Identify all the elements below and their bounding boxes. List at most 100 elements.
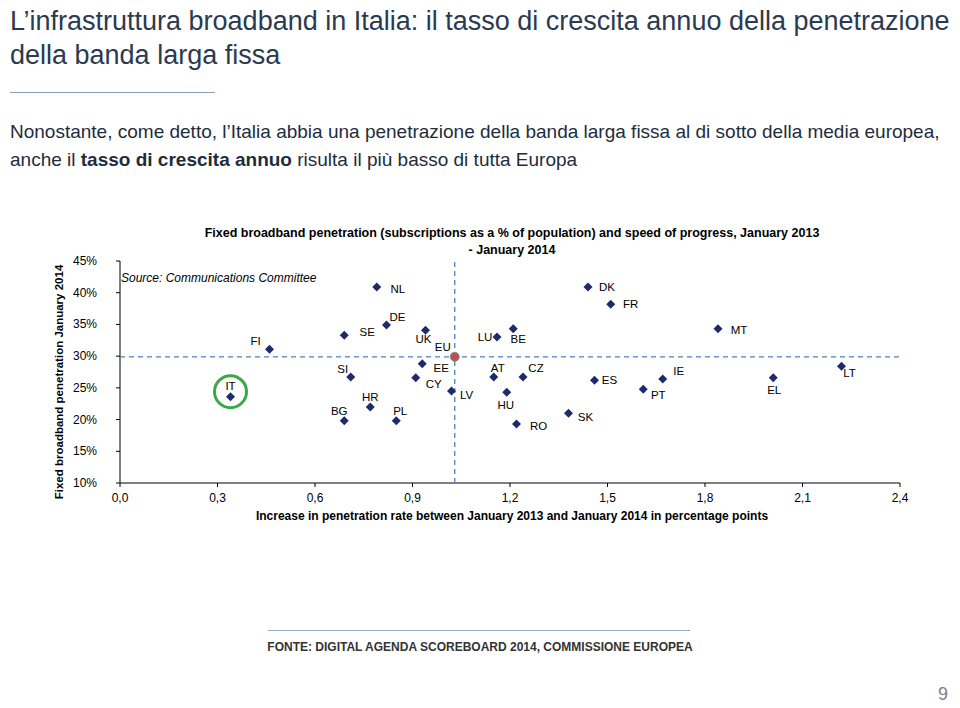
y-tick-label: 15% (73, 444, 97, 458)
reference-line-horizontal (120, 356, 900, 357)
x-tick-label: 2,4 (892, 491, 909, 505)
reference-lines (120, 261, 900, 483)
point-labels: FIBGSISENLHRDEPLUKEECYLVLUBEATHUCZROSKDK… (215, 281, 856, 432)
point-label: SI (337, 363, 348, 375)
point-label: LV (460, 389, 474, 401)
x-tick (802, 483, 803, 487)
point (226, 392, 235, 401)
y-tick-label: 25% (73, 381, 97, 395)
slide-subtitle: Nonostante, come detto, l’Italia abbia u… (10, 118, 945, 174)
subtitle-segment: risulta il più basso di tutta Europa (292, 149, 577, 170)
point-label: MT (731, 324, 748, 336)
annotation: Source: Communications Committee (121, 271, 317, 285)
y-tick-label: 30% (73, 349, 97, 363)
point (512, 420, 521, 429)
x-tick-label: 0,9 (404, 491, 421, 505)
x-tick-label: 0,6 (307, 491, 324, 505)
point-label: EE (434, 362, 450, 374)
footer: FONTE: DIGITAL AGENDA SCOREBOARD 2014, C… (0, 640, 960, 654)
y-tick (116, 419, 120, 420)
point-label: SK (578, 411, 594, 423)
point (564, 409, 573, 418)
x-tick (412, 483, 413, 487)
point (411, 373, 420, 382)
point-label: IT (225, 380, 235, 392)
point (502, 388, 511, 397)
point-label: NL (390, 283, 405, 295)
point (769, 373, 778, 382)
point-label: EU (435, 341, 451, 353)
point-label: PT (651, 389, 666, 401)
x-tick-label: 1,5 (599, 491, 616, 505)
point-label: LT (843, 367, 856, 379)
x-tick (510, 483, 511, 487)
reference-line-vertical (454, 261, 455, 483)
y-axis-label: Fixed broadband penetration January 2014 (53, 264, 65, 499)
point (639, 385, 648, 394)
point (340, 331, 349, 340)
point (606, 300, 615, 309)
subtitle-segment: tasso di crescita annuo (81, 149, 292, 170)
point (450, 352, 459, 361)
y-tick (116, 292, 120, 293)
point (493, 333, 502, 342)
point-label: BG (331, 405, 348, 417)
y-tick-label: 35% (73, 317, 97, 331)
y-tick (116, 483, 120, 484)
point (658, 374, 667, 383)
y-tick (116, 261, 120, 262)
point-label: FI (250, 335, 260, 347)
point (366, 402, 375, 411)
y-tick (116, 451, 120, 452)
point-label: HU (497, 399, 514, 411)
chart-title: Fixed broadband penetration (subscriptio… (202, 225, 822, 259)
y-tick (116, 324, 120, 325)
point-label: ES (602, 374, 618, 386)
point-label: DE (390, 311, 406, 323)
point-label: AT (491, 362, 505, 374)
x-tick (217, 483, 218, 487)
point (418, 359, 427, 368)
point (519, 373, 528, 382)
point-label: UK (416, 333, 432, 345)
point (392, 416, 401, 425)
point (590, 376, 599, 385)
point-label: PL (393, 405, 408, 417)
point (265, 345, 274, 354)
point-label: DK (599, 281, 615, 293)
x-tick (900, 483, 901, 487)
x-tick (607, 483, 608, 487)
chart: 10%15%20%25%30%35%40%45%0,00,30,60,91,21… (0, 0, 960, 708)
slide-title: L’infrastruttura broadband in Italia: il… (10, 4, 955, 72)
point (714, 324, 723, 333)
y-tick (116, 356, 120, 357)
point-label: BE (511, 333, 527, 345)
point (372, 283, 381, 292)
point-label: CY (426, 378, 442, 390)
point-label: LU (478, 331, 493, 343)
point-label: RO (530, 420, 547, 432)
x-tick (315, 483, 316, 487)
y-tick-label: 10% (73, 476, 97, 490)
x-tick-label: 0,3 (209, 491, 226, 505)
point (447, 387, 456, 396)
x-axis-label: Increase in penetration rate between Jan… (256, 509, 769, 523)
x-tick (120, 483, 121, 487)
y-tick-label: 45% (73, 254, 97, 268)
points (226, 283, 846, 429)
footer-rule (268, 630, 690, 631)
x-tick (705, 483, 706, 487)
point-label: HR (362, 391, 379, 403)
y-tick-label: 40% (73, 286, 97, 300)
y-axis-line (120, 261, 121, 483)
point-label: EL (767, 384, 782, 396)
y-tick (116, 387, 120, 388)
point-label: IE (673, 365, 684, 377)
highlight-ring (215, 376, 247, 408)
point-label: FR (623, 298, 638, 310)
x-tick-label: 2,1 (794, 491, 811, 505)
point (340, 416, 349, 425)
page-number: 9 (938, 684, 948, 705)
point (584, 283, 593, 292)
y-tick-label: 20% (73, 413, 97, 427)
